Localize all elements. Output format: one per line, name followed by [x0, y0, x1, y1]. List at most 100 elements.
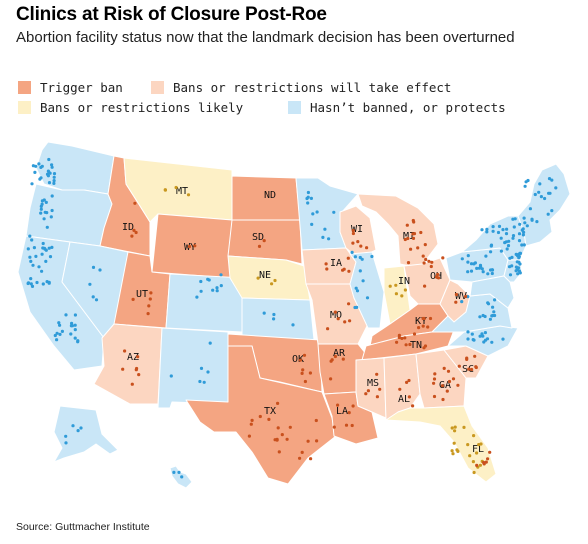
clinic-dot — [394, 292, 398, 296]
clinic-dot — [548, 191, 552, 195]
clinic-dot — [39, 211, 43, 215]
clinic-dot — [327, 237, 331, 241]
clinic-dot — [247, 434, 251, 438]
clinic-dot — [276, 401, 280, 405]
clinic-dot — [432, 394, 437, 399]
clinic-dot — [361, 279, 365, 283]
clinic-dot — [280, 433, 284, 437]
clinic-dot — [441, 256, 445, 260]
clinic-dot — [411, 404, 415, 408]
clinic-dot — [517, 260, 521, 264]
clinic-dot — [55, 331, 59, 335]
clinic-dot — [26, 247, 30, 251]
clinic-dot — [57, 321, 61, 325]
clinic-dot — [310, 222, 314, 226]
clinic-dot — [478, 315, 482, 319]
clinic-dot — [71, 424, 75, 428]
clinic-dot — [358, 255, 362, 260]
clinic-dot — [215, 286, 219, 290]
clinic-dot — [88, 282, 92, 286]
clinic-dot — [300, 371, 304, 375]
clinic-dot — [478, 334, 482, 338]
clinic-dot — [73, 336, 77, 340]
clinic-dot — [466, 254, 470, 258]
clinic-dot — [73, 313, 77, 317]
clinic-dot — [508, 273, 513, 277]
clinic-dot — [447, 379, 452, 384]
clinic-dot — [50, 165, 54, 169]
clinic-dot — [131, 297, 135, 301]
clinic-dot — [44, 200, 48, 204]
state-label-mo: MO — [330, 310, 342, 321]
clinic-dot — [456, 449, 460, 453]
clinic-dot — [306, 439, 310, 443]
clinic-dot — [503, 241, 507, 245]
clinic-dot — [28, 255, 32, 259]
clinic-dot — [309, 196, 313, 200]
clinic-dot — [488, 317, 492, 321]
clinic-dot — [258, 414, 262, 419]
clinic-dot — [324, 262, 328, 266]
clinic-dot — [493, 313, 497, 318]
clinic-dot — [219, 284, 223, 288]
clinic-dot — [426, 325, 430, 329]
clinic-dot — [475, 463, 479, 467]
clinic-dot — [29, 259, 33, 263]
clinic-dot — [406, 261, 411, 265]
clinic-dot — [358, 269, 362, 273]
clinic-dot — [132, 228, 136, 232]
clinic-dot — [468, 454, 472, 458]
clinic-dot — [353, 255, 357, 259]
clinic-dot — [484, 254, 488, 258]
clinic-dot — [442, 366, 446, 370]
clinic-dot — [301, 368, 305, 372]
clinic-dot — [64, 313, 68, 317]
clinic-dot — [485, 227, 489, 231]
clinic-dot — [303, 379, 307, 384]
clinic-dot — [446, 369, 451, 373]
clinic-dot — [267, 417, 271, 421]
clinic-dot — [423, 284, 427, 288]
clinic-dot — [28, 234, 32, 238]
clinic-dot — [547, 177, 552, 181]
clinic-dot — [69, 324, 73, 328]
clinic-dot — [457, 364, 461, 368]
clinic-dot — [480, 228, 484, 232]
chart-subtitle: Abortion facility status now that the la… — [16, 29, 515, 46]
clinic-dot — [521, 233, 526, 237]
clinic-dot — [350, 423, 354, 428]
clinic-dot — [440, 384, 445, 388]
clinic-dot — [483, 338, 488, 342]
clinic-dot — [329, 377, 333, 381]
clinic-dot — [199, 279, 203, 284]
clinic-dot — [272, 312, 276, 317]
clinic-dot — [330, 358, 334, 362]
clinic-dot — [270, 282, 274, 286]
clinic-dot — [480, 267, 484, 271]
state-label-fl: FL — [472, 444, 484, 455]
clinic-dot — [406, 236, 410, 241]
clinic-dot — [309, 457, 313, 461]
clinic-dot — [46, 169, 51, 173]
clinic-dot — [31, 164, 35, 168]
clinic-dot — [416, 246, 420, 250]
clinic-dot — [456, 383, 460, 387]
clinic-dot — [300, 450, 304, 454]
clinic-dot — [550, 178, 554, 182]
clinic-dot — [257, 244, 262, 248]
clinic-dot — [249, 422, 253, 426]
clinic-dot — [525, 224, 529, 228]
clinic-dot — [146, 312, 150, 316]
clinic-dot — [47, 281, 51, 285]
clinic-dot — [356, 240, 360, 244]
clinic-dot — [451, 452, 455, 456]
clinic-dot — [136, 355, 140, 359]
state-label-ia: IA — [330, 258, 342, 269]
clinic-dot — [193, 244, 197, 248]
legend-swatch-protects — [288, 101, 301, 114]
clinic-dot — [40, 202, 44, 206]
clinic-dot — [460, 257, 464, 261]
clinic-dot — [180, 475, 184, 479]
clinic-dot — [490, 340, 494, 344]
clinic-dot — [520, 243, 524, 247]
